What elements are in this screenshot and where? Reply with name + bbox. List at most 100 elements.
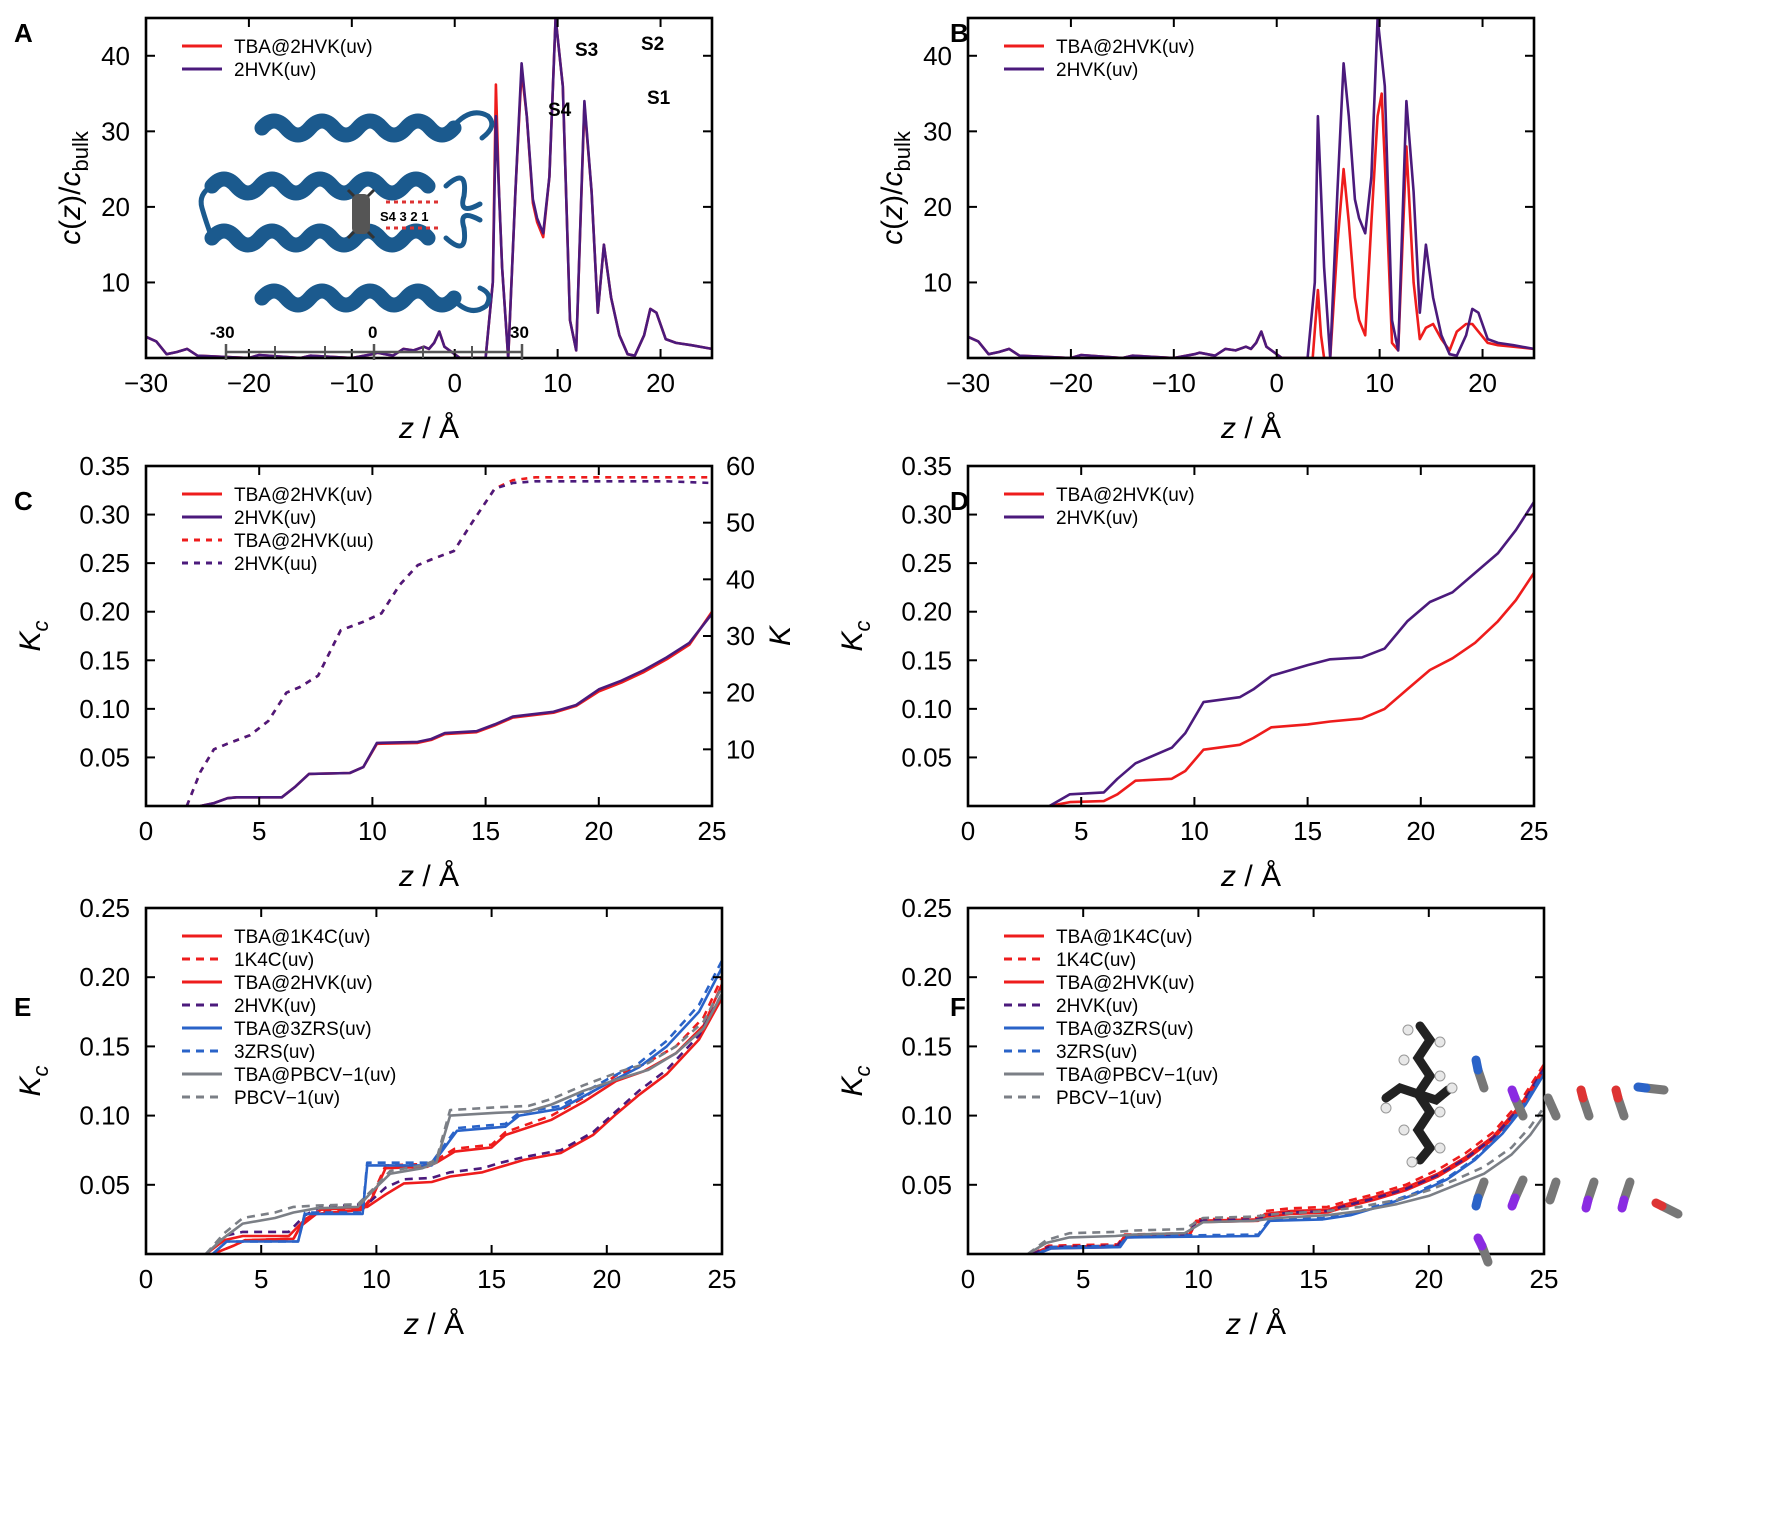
tba-chain-upper [1412,1021,1436,1099]
tba-stick-model [1381,1021,1453,1165]
y-tick-label: 0.15 [901,645,952,675]
y-tick-label: 0.05 [901,742,952,772]
legend: TBA@1K4C(uv)1K4C(uv)TBA@2HVK(uv)2HVK(uv)… [182,927,396,1109]
y-tick-label: 0.35 [79,451,130,481]
series-line-tba-2hvk-uv [205,997,722,1254]
series-line-2hvk-uv [200,612,712,806]
legend-label-tba-2hvk-uu: TBA@2HVK(uu) [234,531,374,552]
series-group [968,18,1534,358]
x-tick-label: 10 [362,1264,391,1294]
helix-upper-1 [254,113,462,143]
x-tick-label: −10 [1152,368,1196,398]
carbonyl-o [1471,1193,1483,1211]
protein-loops [198,110,495,313]
series-line-2hvk-uv [1048,501,1534,806]
x-tick-label: 15 [1299,1264,1328,1294]
x-tick-label: 5 [254,1264,268,1294]
site-label-s1: S1 [647,88,671,109]
legend-label-1k4c-uv: 1K4C(uv) [1056,950,1136,971]
carbonyl-o [1651,1198,1667,1211]
plot-frame [144,16,714,360]
y-tick-label: 40 [101,41,130,71]
loop-top-right [443,110,495,211]
y-axis-label: c(z)/cbulk [54,130,93,245]
y-tick-label: 0.10 [79,1101,130,1131]
y-tick-label: 0.15 [79,1031,130,1061]
x-tick-label: −20 [1049,368,1093,398]
plot-frame [966,16,1536,360]
x-tick-label: 10 [1184,1264,1213,1294]
panel-b-concentration-profile: −30 −20 −10 0 10 20 10 20 30 40 z / Å c(z)/cbulk TBA… [876,16,1536,445]
y-tick-label: 0.10 [901,1101,952,1131]
loop-left [198,183,215,241]
series-group [1027,1063,1544,1254]
y-tick-label: 20 [101,192,130,222]
legend: TBA@2HVK(uv)2HVK(uv) [1004,485,1195,529]
site-label-s3: S3 [575,40,598,61]
x-tick-label: 25 [708,1264,737,1294]
panel-c-selectivity-constant: 0 5 10 15 20 25 0.05 0.10 0.15 0.20 0.25 0.30 0.35 10… [14,451,797,893]
y2-tick-label: 10 [726,734,755,764]
x-tick-label: −20 [227,368,271,398]
series-line-pbcv-1-uv [1027,1106,1544,1254]
tba-chain-right [1413,1085,1453,1106]
legend-label-tba-2hvk-uv: TBA@2HVK(uv) [234,973,373,994]
x-axis-label: z / Å [1225,1308,1286,1341]
x-tick-label: −10 [330,368,374,398]
series-line-2hvk-uv [968,18,1534,358]
x-tick-label: 15 [1293,816,1322,846]
inset-ruler: -30 0 30 [210,323,529,360]
h-atom [1434,1036,1446,1048]
x-tick-label: 15 [471,816,500,846]
legend-label-pbcv-1-uv: PBCV−1(uv) [1056,1088,1162,1109]
x-tick-label: 10 [1180,816,1209,846]
series-group [1048,501,1534,806]
y-tick-label: 0.20 [79,962,130,992]
x-axis-label: z / Å [398,412,459,445]
x-tick-label: 0 [139,816,153,846]
y-axis-label: c(z)/cbulk [876,130,915,245]
y-tick-label: 10 [923,267,952,297]
y-axis-label: Kc [14,620,53,651]
series-group [146,18,712,358]
tba-chain-left [1381,1083,1423,1103]
y-tick-label: 0.15 [79,645,130,675]
x-tick-label: 20 [592,1264,621,1294]
loop-bottom-right [443,213,492,313]
x-axis-label: z / Å [403,1308,464,1341]
carbonyl-o [1611,1085,1623,1103]
helix-upper-2 [204,171,436,201]
x-tick-label: 10 [1365,368,1394,398]
x-axis-label: z / Å [1220,412,1281,445]
y-axis-label: Kc [836,620,875,651]
legend: TBA@1K4C(uv)1K4C(uv)TBA@2HVK(uv)2HVK(uv)… [1004,927,1218,1109]
carbonyl-o [1507,1193,1520,1211]
x-tick-label: 20 [1468,368,1497,398]
x-tick-label: 5 [252,816,266,846]
y-tick-label: 0.05 [79,742,130,772]
y2-tick-label: 60 [726,451,755,481]
legend-label-tba-1k4c-uv: TBA@1K4C(uv) [234,927,371,948]
tba-body [352,194,370,234]
carbonyl [1545,1177,1561,1205]
legend-label-tba-pbcv-1-uv: TBA@PBCV−1(uv) [1056,1065,1218,1086]
y-tick-label: 0.20 [901,597,952,627]
legend-label-tba-2hvk-uv: TBA@2HVK(uv) [1056,485,1195,506]
panel-e-selectivity-constant: 0 5 10 15 20 25 0.05 0.10 0.15 0.20 0.25 z / Å Kc TBA… [14,893,736,1341]
legend: TBA@2HVK(uv)2HVK(uv)TBA@2HVK(uu)2HVK(uu) [182,485,374,575]
panel-a-concentration-profile: −30 −20 −10 0 10 20 10 20 30 40 z / Å c(z)/cbulk TBA… [54,16,714,445]
x-tick-label: 20 [646,368,675,398]
legend-label-3zrs-uv: 3ZRS(uv) [1056,1042,1137,1063]
x-tick-label: 5 [1074,816,1088,846]
site-label-s4: S4 [548,100,572,121]
series-line-tba-pbcv-1-uv [205,993,722,1254]
tba-molecule-inset [346,188,376,240]
legend-label-2hvk-uv: 2HVK(uv) [1056,996,1138,1017]
y-tick-label: 0.10 [79,694,130,724]
series-line-tba-2hvk-uv [1049,572,1534,806]
legend: TBA@2HVK(uv)2HVK(uv) [182,37,373,81]
series-line-3zrs-uv [1036,1070,1544,1254]
x-tick-label: 10 [358,816,387,846]
carbonyl-o [1471,1055,1483,1075]
x-tick-label: 0 [447,368,461,398]
